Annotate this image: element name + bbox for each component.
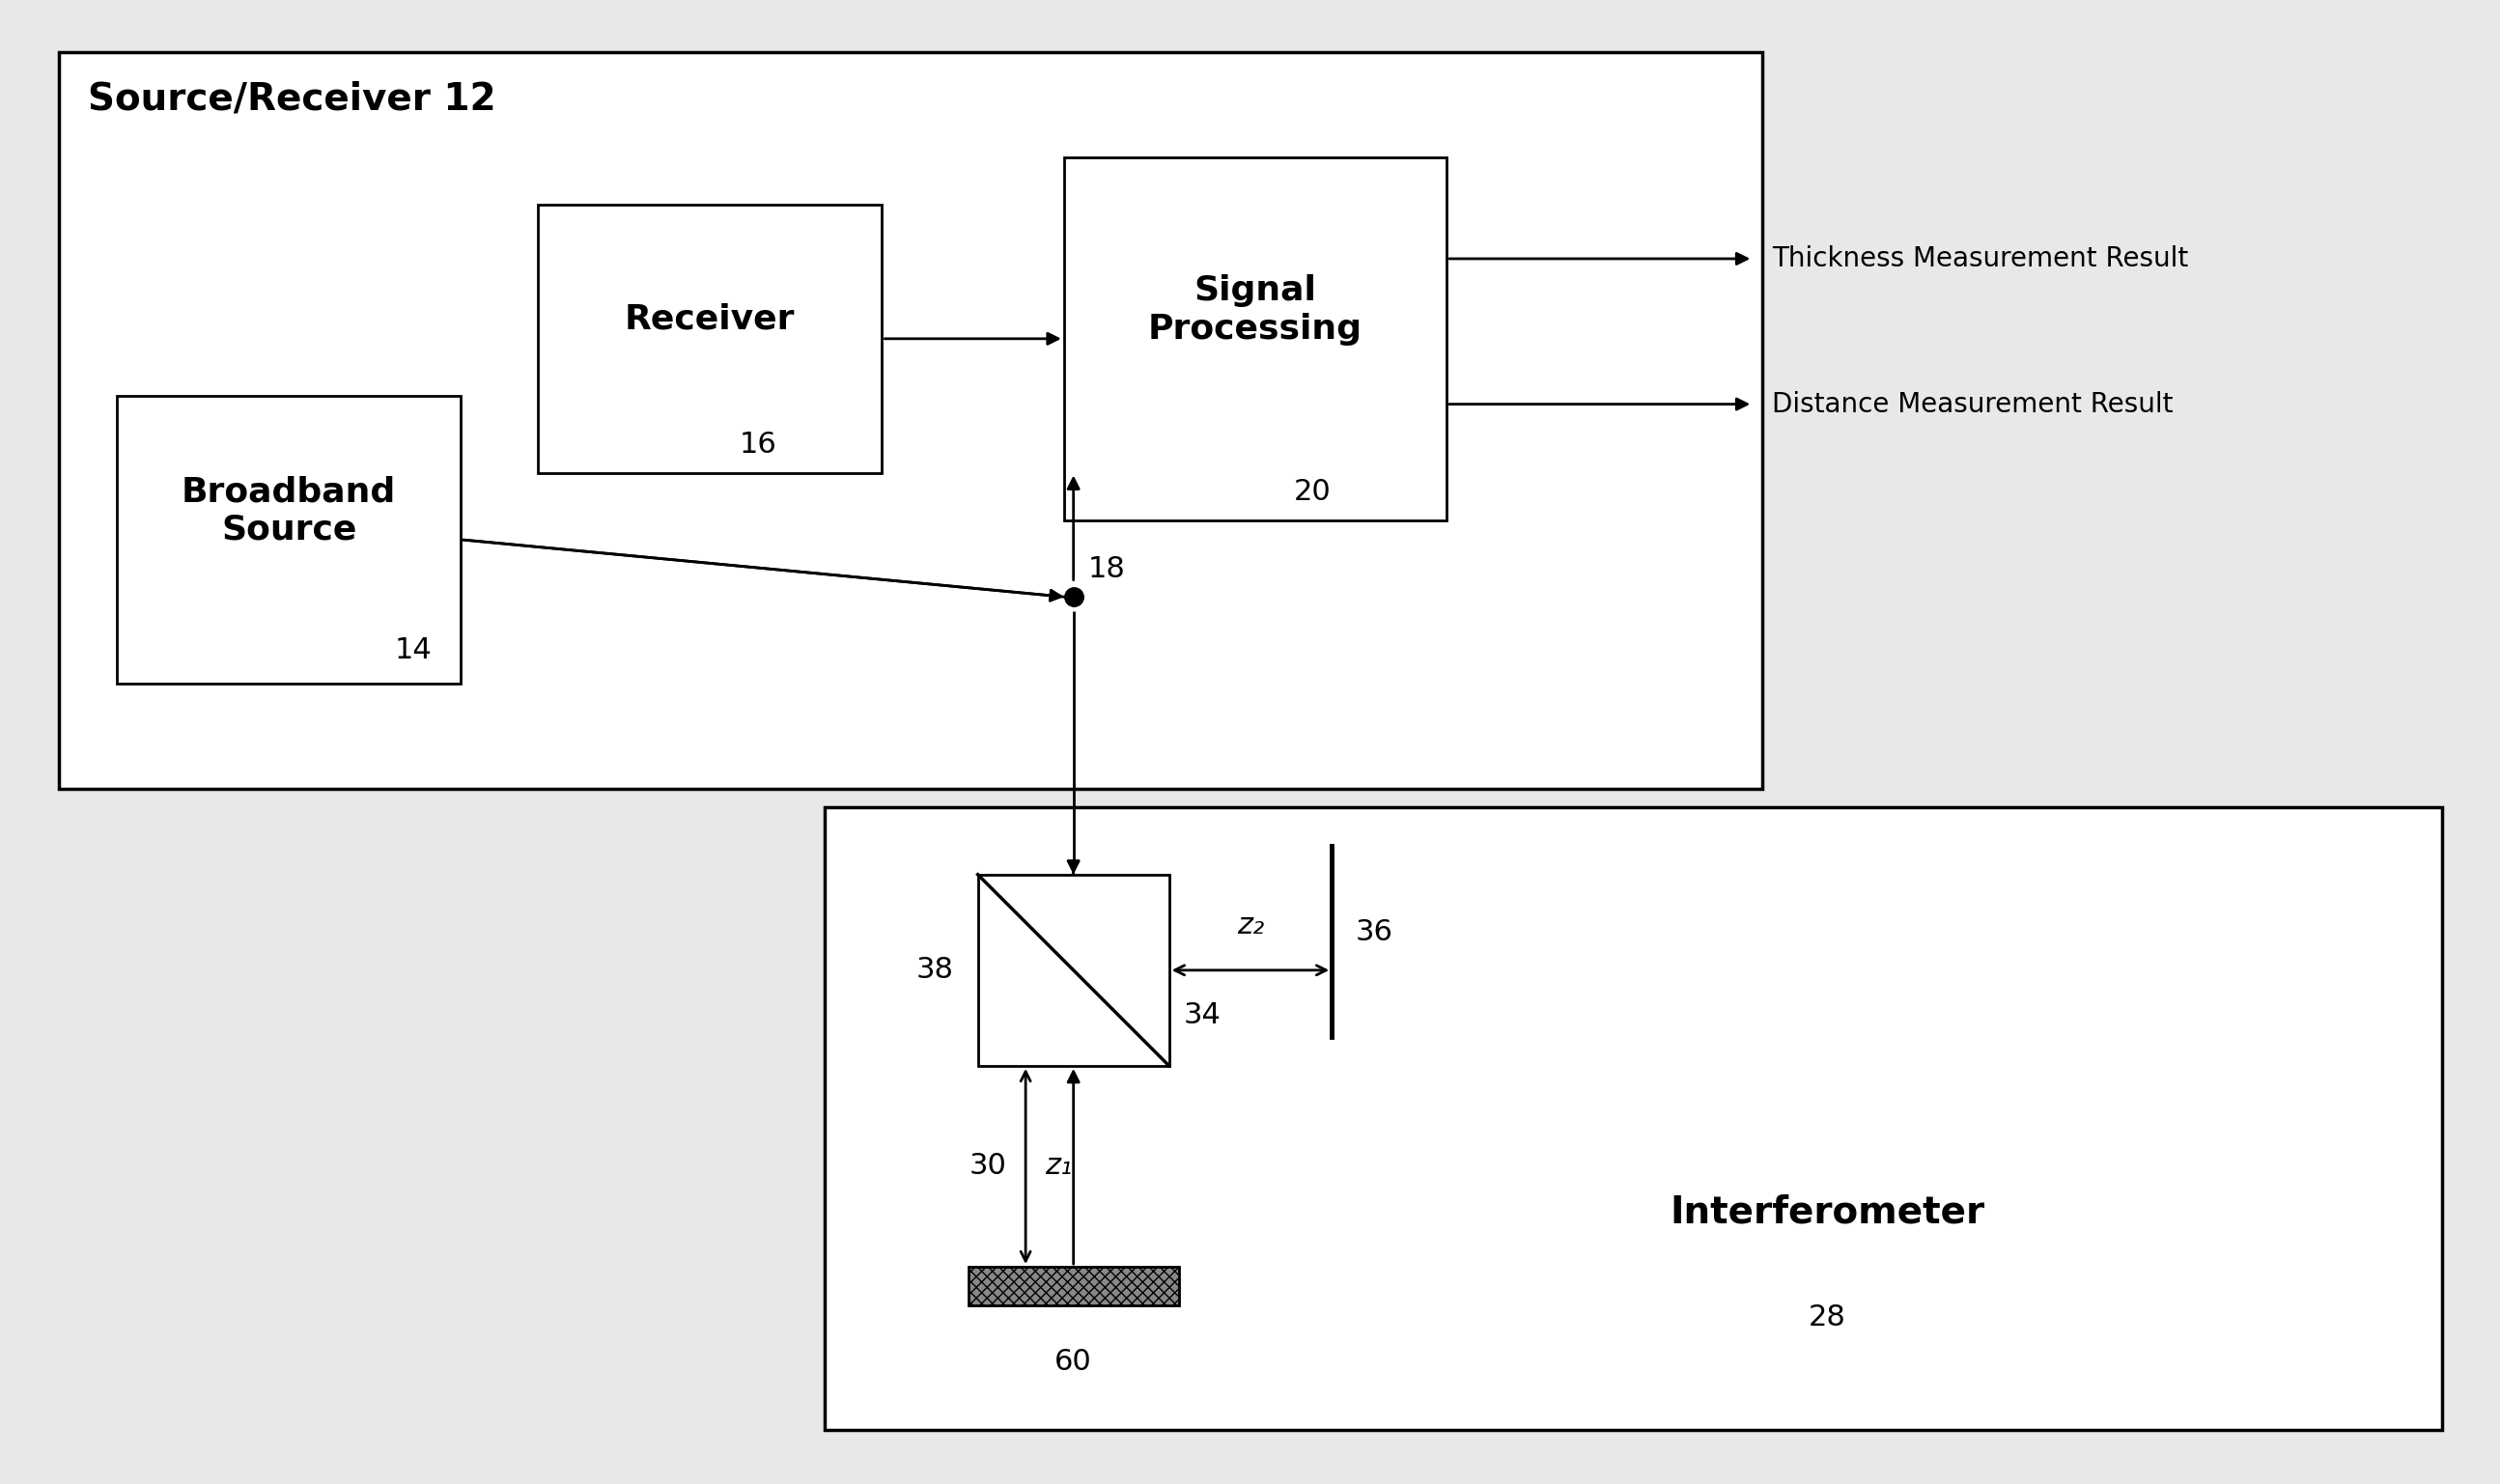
Text: 28: 28 <box>1808 1303 1845 1331</box>
Text: 14: 14 <box>395 637 432 663</box>
Text: Broadband
Source: Broadband Source <box>182 475 395 546</box>
Text: z₂: z₂ <box>1238 911 1265 939</box>
Text: 16: 16 <box>740 430 778 459</box>
Bar <box>825 807 2442 1429</box>
Text: z₁: z₁ <box>1045 1153 1072 1180</box>
Text: 36: 36 <box>1355 919 1392 945</box>
Bar <box>1065 157 1448 521</box>
Text: Thickness Measurement Result: Thickness Measurement Result <box>1772 245 2188 272</box>
Text: 34: 34 <box>1182 1000 1220 1028</box>
Bar <box>538 205 882 473</box>
Text: 60: 60 <box>1055 1347 1092 1376</box>
Text: 18: 18 <box>1088 555 1125 583</box>
Text: 38: 38 <box>915 956 955 984</box>
Bar <box>978 874 1170 1066</box>
Text: Interferometer: Interferometer <box>1670 1193 1985 1230</box>
Text: 20: 20 <box>1295 478 1333 506</box>
Bar <box>118 396 460 683</box>
Text: Receiver: Receiver <box>625 303 795 335</box>
Bar <box>60 52 1762 788</box>
Text: Source/Receiver 12: Source/Receiver 12 <box>88 80 495 117</box>
Text: 30: 30 <box>970 1153 1008 1180</box>
Bar <box>968 1267 1178 1304</box>
Text: Signal
Processing: Signal Processing <box>1148 275 1363 346</box>
Text: Distance Measurement Result: Distance Measurement Result <box>1772 390 2172 417</box>
